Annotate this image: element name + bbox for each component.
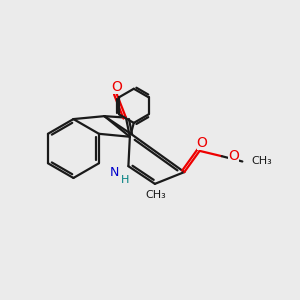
Text: O: O — [196, 136, 207, 150]
Text: O: O — [228, 148, 239, 163]
Text: CH₃: CH₃ — [252, 157, 272, 166]
Text: H: H — [121, 175, 130, 185]
Text: N: N — [110, 166, 120, 179]
Text: CH₃: CH₃ — [145, 190, 166, 200]
Text: O: O — [111, 80, 122, 94]
